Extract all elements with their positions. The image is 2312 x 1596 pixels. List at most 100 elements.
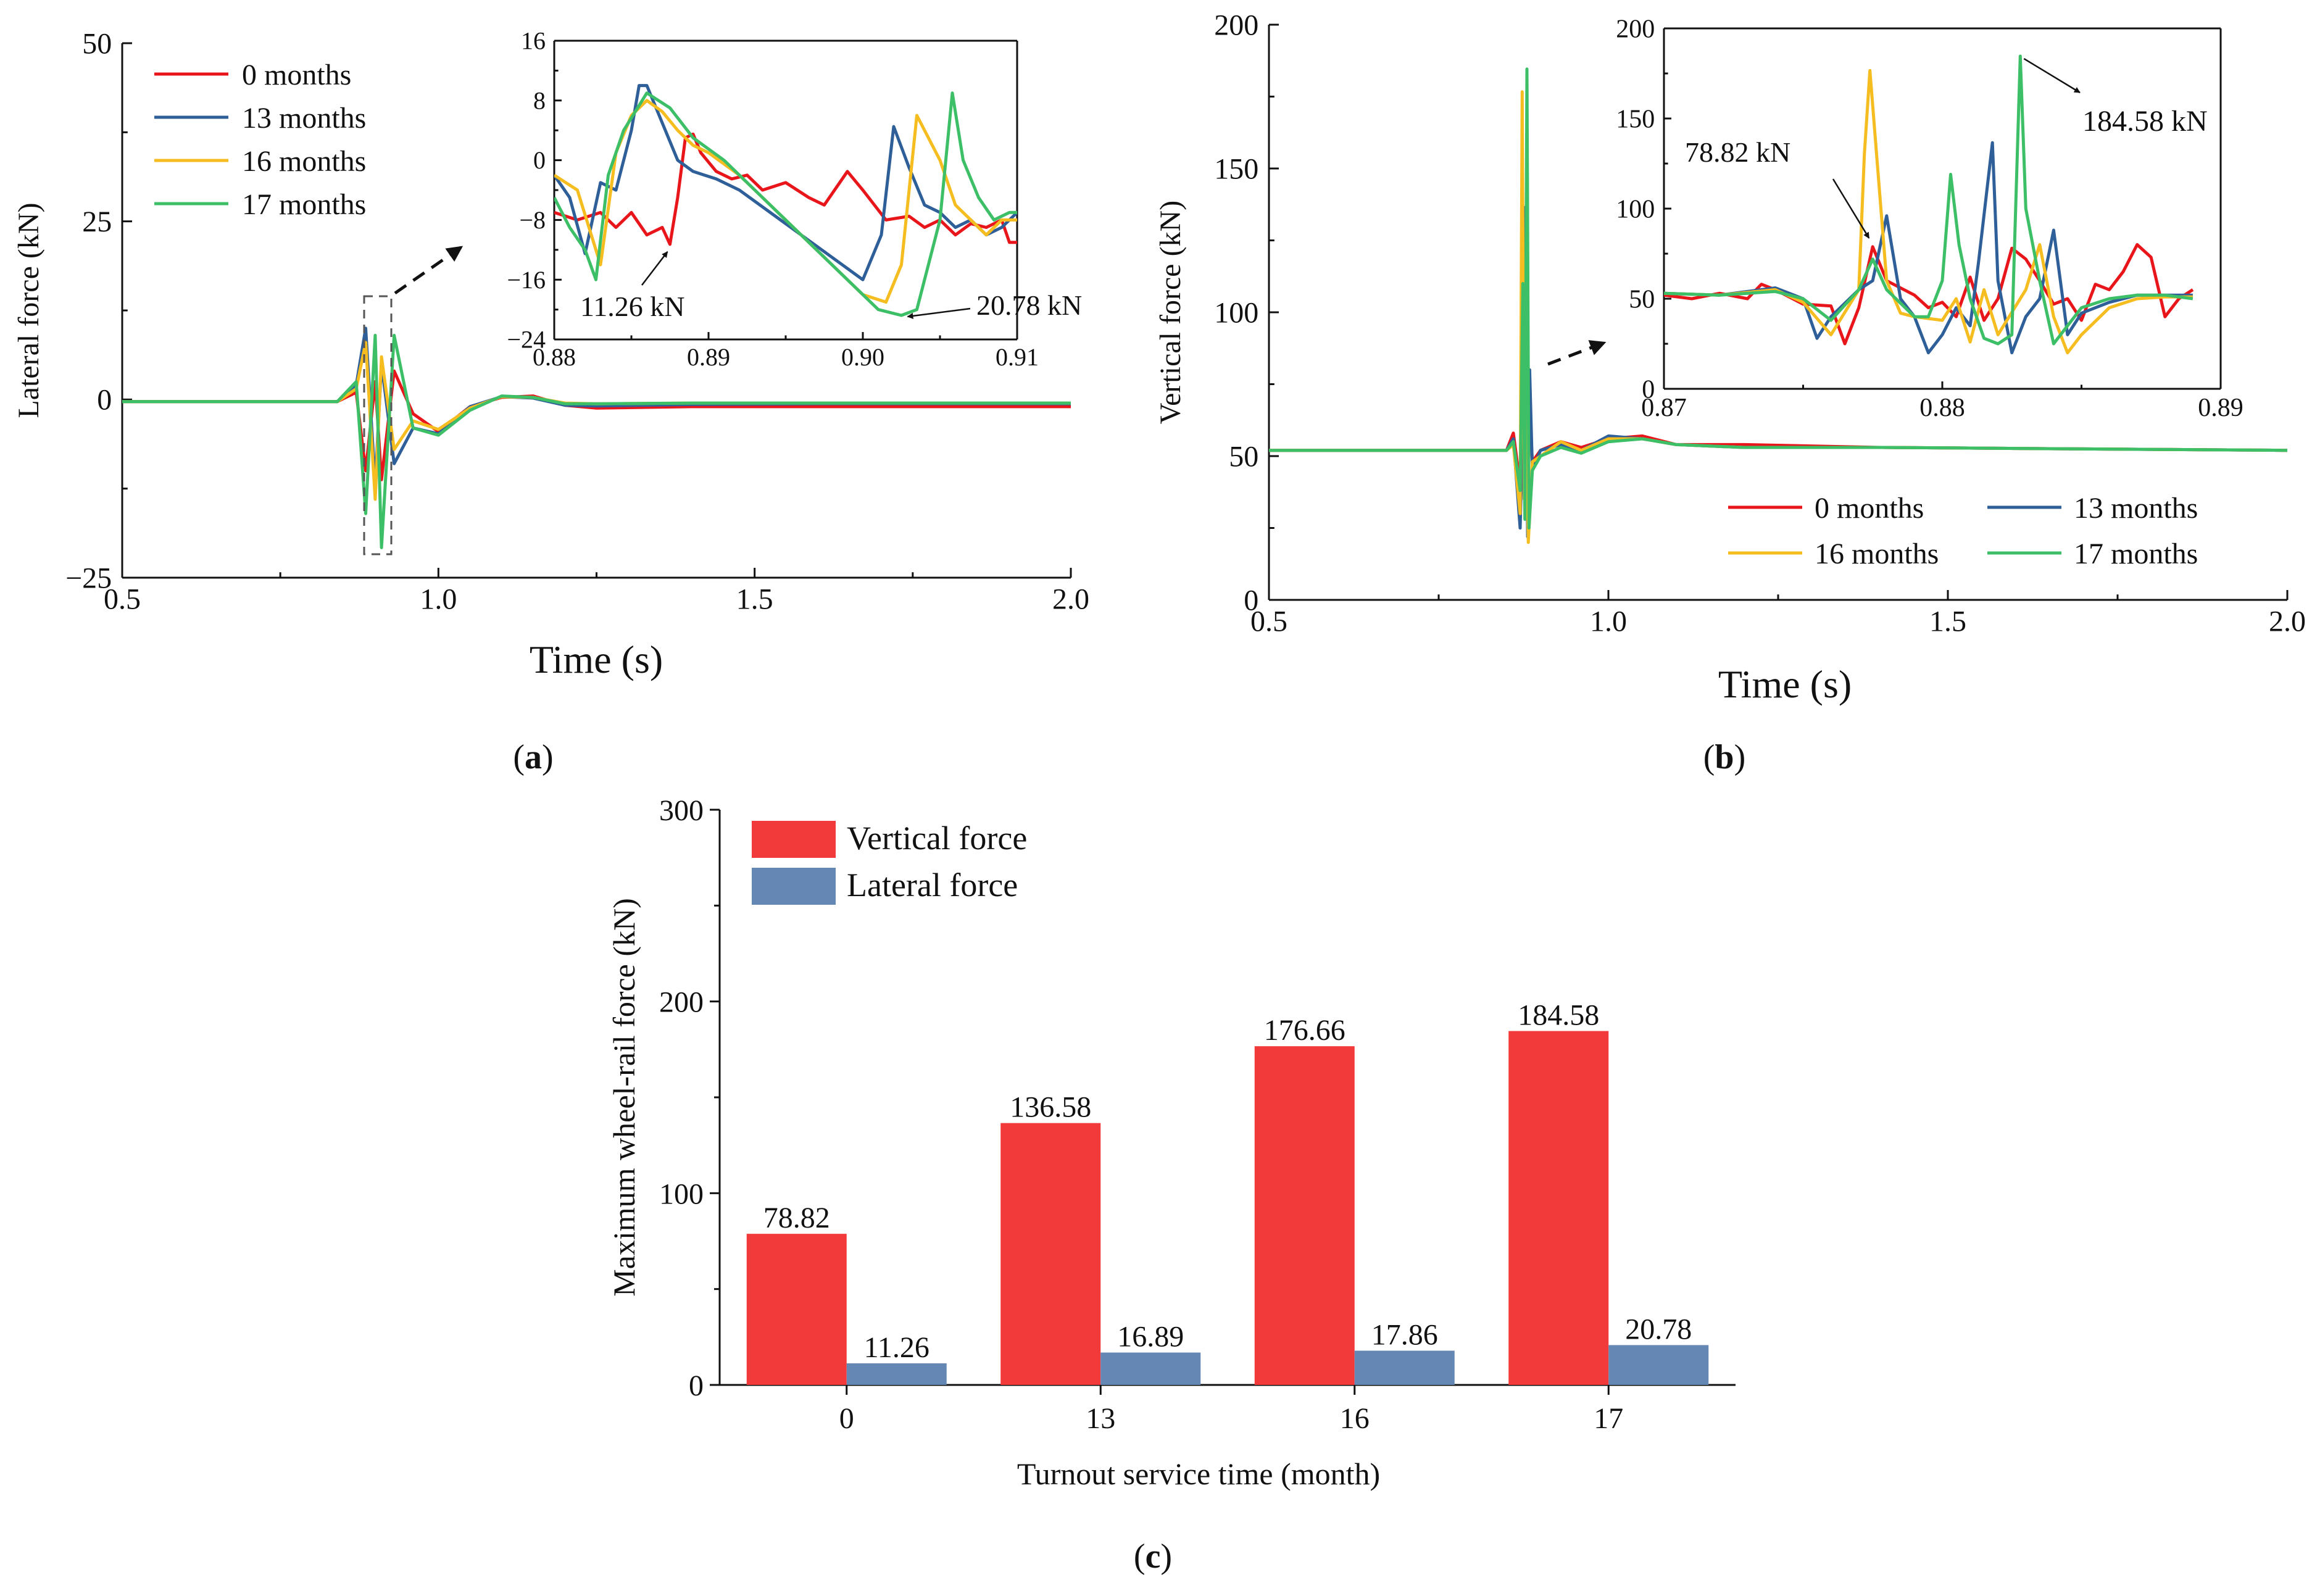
- a-series-0-months: [122, 369, 1071, 481]
- y-tick-label: 100: [659, 1178, 704, 1210]
- annotation-label: 20.78 kN: [976, 289, 1082, 321]
- y-tick-label: 100: [1214, 296, 1258, 329]
- x-tick-label: 0.89: [2198, 394, 2243, 422]
- max-force-bar-chart: 300 200 100 0 0 78.82 11.26 13 136.58 16.89 16 176.…: [607, 794, 1736, 1491]
- y-tick-label: −24: [507, 326, 546, 354]
- bar-value-label: 78.82: [763, 1202, 830, 1234]
- x-axis-title: Time (s): [1718, 662, 1852, 706]
- y-tick-label: 25: [82, 206, 112, 238]
- legend: 0 months 13 months 16 months 17 months: [1728, 492, 2198, 570]
- legend: 0 months 13 months 16 months 17 months: [154, 59, 366, 221]
- a-series-17-months: [122, 333, 1071, 549]
- x-tick-label: 0.88: [1919, 394, 1965, 422]
- bar-lateral-force: [1100, 1352, 1201, 1385]
- annotation-arrow: [2023, 57, 2081, 94]
- bar-value-label: 136.58: [1010, 1091, 1091, 1124]
- y-tick-label: 16: [521, 27, 546, 55]
- y-tick-label: 50: [82, 27, 112, 60]
- x-tick-label: 13: [1086, 1402, 1115, 1435]
- a-series-16-months: [122, 341, 1071, 501]
- y-tick-label: −16: [507, 266, 546, 294]
- a-inset-series-0-months: [554, 132, 1017, 246]
- y-axis-title: Vertical force (kN): [1154, 201, 1187, 424]
- y-tick-label: 0: [533, 146, 546, 174]
- legend-label: 16 months: [1815, 538, 1939, 570]
- bar-vertical-force: [1508, 1031, 1609, 1385]
- x-tick-label: 17: [1594, 1402, 1623, 1435]
- bar-value-label: 176.66: [1264, 1014, 1345, 1047]
- y-axis-title: Maximum wheel-rail force (kN): [607, 898, 641, 1297]
- y-tick-label: −25: [65, 562, 112, 594]
- x-tick-label: 0.5: [1250, 605, 1287, 638]
- annotation-label: 184.58 kN: [2082, 105, 2208, 138]
- panel-b-caption: (b): [1703, 738, 1745, 776]
- legend-swatch: [752, 821, 836, 858]
- zoom-region-box: [363, 295, 393, 555]
- bar-value-label: 184.58: [1518, 999, 1599, 1032]
- legend-label: 17 months: [2074, 538, 2198, 570]
- x-tick-label: 1.5: [736, 583, 773, 615]
- b-series-17-months: [1269, 67, 2287, 530]
- bar-value-label: 11.26: [864, 1331, 929, 1364]
- y-tick-label: 50: [1629, 285, 1655, 314]
- b-inset-series-16-months: [1664, 69, 2193, 355]
- y-tick-label: 150: [1214, 152, 1258, 185]
- b-series-13-months: [1269, 206, 2287, 538]
- bar-lateral-force: [1354, 1350, 1455, 1385]
- vertical-force-chart: 0.5 1.0 1.5 2.0 200 150 100 50 0 Time (s) Vertical…: [1154, 9, 2306, 706]
- bar-vertical-force: [1000, 1123, 1101, 1385]
- x-tick-label: 1.5: [1929, 605, 1966, 638]
- legend-label: 17 months: [242, 188, 366, 221]
- bar-vertical-force: [746, 1234, 847, 1385]
- y-tick-label: 300: [659, 794, 704, 827]
- lateral-force-chart: 0.5 1.0 1.5 2.0 50 25 0 −25 Time (s) Lateral forc…: [12, 27, 1089, 681]
- y-tick-label: 50: [1229, 440, 1258, 473]
- legend-label: 16 months: [242, 145, 366, 178]
- x-tick-label: 0.89: [687, 343, 730, 371]
- y-axis-title: Lateral force (kN): [12, 202, 45, 418]
- bar-lateral-force: [1608, 1345, 1709, 1385]
- x-tick-label: 0.87: [1641, 394, 1687, 422]
- annotation-arrow: [1832, 178, 1870, 239]
- svg-text:(b): (b): [1703, 738, 1745, 776]
- y-tick-label: 0: [97, 384, 112, 417]
- annotation-label: 11.26 kN: [580, 291, 685, 322]
- x-tick-label: 16: [1340, 1402, 1370, 1435]
- bar-value-label: 17.86: [1371, 1319, 1438, 1352]
- svg-text:(a): (a): [513, 738, 553, 776]
- bar-vertical-force: [1254, 1046, 1355, 1385]
- panel-a-caption: (a): [513, 738, 553, 776]
- b-inset-series-13-months: [1664, 141, 2193, 355]
- legend-label: 0 months: [242, 59, 351, 91]
- legend-swatch: [752, 868, 836, 905]
- x-tick-label: 2.0: [1052, 583, 1089, 615]
- y-tick-label: 200: [1616, 15, 1655, 43]
- legend-label: Vertical force: [847, 820, 1027, 857]
- bar-lateral-force: [846, 1363, 947, 1385]
- svg-text:(c): (c): [1134, 1537, 1172, 1576]
- y-tick-label: 200: [1214, 9, 1258, 41]
- b-series-0-months: [1269, 372, 2287, 487]
- x-tick-label: 2.0: [2269, 605, 2306, 638]
- legend-label: 0 months: [1815, 492, 1924, 525]
- legend: Vertical force Lateral force: [752, 820, 1027, 905]
- y-tick-label: 0: [1642, 375, 1655, 404]
- legend-label: Lateral force: [847, 867, 1018, 904]
- y-tick-label: 0: [689, 1369, 704, 1402]
- x-tick-label: 0.91: [996, 343, 1039, 371]
- bar-value-label: 16.89: [1117, 1321, 1184, 1353]
- x-tick-label: 0.90: [841, 343, 884, 371]
- bar-value-label: 20.78: [1625, 1313, 1692, 1345]
- annotation-label: 78.82 kN: [1685, 136, 1790, 168]
- a-inset-series-13-months: [554, 84, 1017, 281]
- annotation-arrow: [641, 251, 668, 286]
- legend-label: 13 months: [2074, 492, 2198, 525]
- y-tick-label: 200: [659, 986, 704, 1019]
- x-tick-label: 1.0: [1590, 605, 1627, 638]
- x-axis-title: Time (s): [530, 638, 663, 681]
- zoom-arrow: [394, 245, 464, 295]
- b-inset-series-17-months: [1664, 54, 2193, 346]
- y-tick-label: 8: [533, 86, 546, 114]
- x-tick-label: 0: [839, 1402, 854, 1435]
